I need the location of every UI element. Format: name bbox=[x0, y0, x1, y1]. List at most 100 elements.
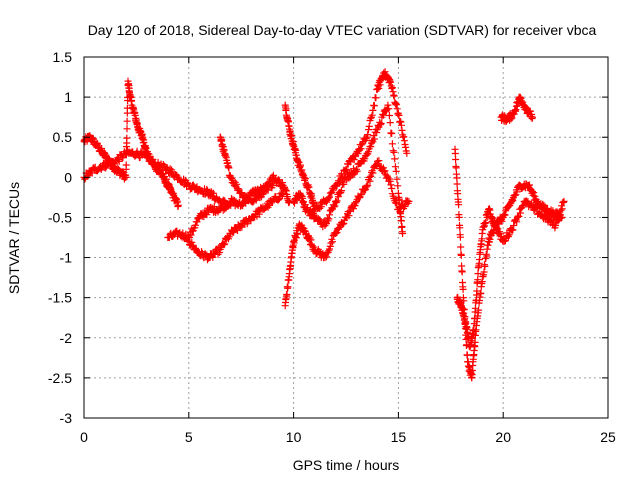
data-point bbox=[249, 198, 257, 206]
data-point bbox=[362, 183, 370, 191]
data-point bbox=[335, 193, 342, 201]
chart-title: Day 120 of 2018, Sidereal Day-to-day VTE… bbox=[88, 22, 597, 38]
data-point bbox=[357, 145, 365, 153]
data-point bbox=[174, 201, 182, 209]
data-point bbox=[367, 143, 375, 151]
data-point bbox=[247, 217, 255, 225]
data-point bbox=[356, 194, 363, 202]
data-point bbox=[187, 231, 195, 239]
data-point bbox=[379, 111, 387, 119]
data-point bbox=[284, 283, 292, 291]
data-point bbox=[366, 177, 374, 185]
data-point bbox=[340, 219, 348, 227]
data-point bbox=[509, 197, 517, 205]
data-point bbox=[354, 150, 362, 158]
data-point bbox=[477, 289, 485, 297]
data-point bbox=[283, 291, 291, 299]
data-point bbox=[459, 285, 467, 293]
data-point bbox=[350, 156, 358, 164]
data-point bbox=[377, 120, 385, 128]
data-point bbox=[513, 218, 521, 226]
data-point bbox=[123, 117, 131, 125]
data-point bbox=[388, 130, 396, 137]
data-point bbox=[515, 212, 523, 220]
data-point bbox=[266, 201, 274, 209]
data-point bbox=[275, 176, 283, 184]
data-point bbox=[372, 94, 380, 102]
data-point bbox=[115, 157, 123, 165]
data-point bbox=[528, 200, 536, 208]
data-point bbox=[529, 113, 536, 121]
data-point bbox=[385, 112, 393, 119]
data-point bbox=[347, 158, 354, 166]
data-point bbox=[192, 221, 199, 229]
y-tick-label: -3 bbox=[60, 410, 73, 426]
data-point bbox=[339, 220, 347, 228]
data-point bbox=[221, 205, 229, 213]
y-tick-label: -1 bbox=[60, 250, 73, 266]
data-point bbox=[234, 227, 241, 234]
data-point bbox=[252, 196, 260, 204]
data-point bbox=[373, 162, 381, 170]
data-point bbox=[225, 233, 233, 241]
data-point bbox=[453, 174, 461, 182]
data-point bbox=[509, 226, 517, 234]
data-point bbox=[390, 148, 398, 156]
data-point bbox=[229, 229, 237, 236]
y-tick-label: -2.5 bbox=[48, 370, 72, 386]
data-point bbox=[88, 169, 96, 177]
y-tick-label: -1.5 bbox=[48, 290, 72, 306]
data-point bbox=[333, 197, 341, 205]
data-point bbox=[340, 180, 348, 188]
data-point bbox=[364, 182, 372, 190]
data-point bbox=[349, 171, 357, 179]
data-point bbox=[381, 167, 389, 175]
series-arc7 bbox=[281, 157, 413, 310]
data-point bbox=[221, 240, 229, 248]
data-point bbox=[163, 164, 171, 172]
x-tick-label: 20 bbox=[495, 429, 511, 445]
data-point bbox=[323, 253, 330, 261]
data-point bbox=[530, 189, 538, 197]
data-point bbox=[403, 149, 411, 157]
data-point bbox=[356, 146, 363, 154]
data-point bbox=[395, 111, 403, 119]
data-point bbox=[329, 186, 337, 194]
series-arc10 bbox=[453, 197, 568, 351]
data-point bbox=[386, 177, 394, 185]
data-point bbox=[338, 187, 345, 195]
y-tick-label: -0.5 bbox=[48, 209, 72, 225]
data-point bbox=[361, 155, 369, 163]
data-point bbox=[294, 230, 302, 238]
data-point bbox=[327, 239, 335, 247]
data-point bbox=[375, 84, 383, 92]
y-tick-label: 0 bbox=[64, 169, 72, 185]
data-point bbox=[345, 174, 353, 182]
data-point bbox=[350, 205, 357, 213]
data-point bbox=[370, 135, 378, 143]
data-point bbox=[474, 270, 482, 278]
data-point bbox=[380, 168, 388, 175]
series-arc5 bbox=[216, 133, 293, 207]
y-tick-label: 1 bbox=[64, 89, 72, 105]
data-point bbox=[331, 202, 339, 210]
data-point bbox=[165, 170, 173, 177]
data-point bbox=[255, 210, 263, 218]
data-point bbox=[330, 203, 338, 211]
data-point bbox=[238, 223, 246, 231]
data-point bbox=[210, 189, 217, 197]
data-point bbox=[399, 230, 407, 237]
data-layer bbox=[80, 68, 568, 382]
y-tick-label: -2 bbox=[60, 330, 73, 346]
data-point bbox=[483, 252, 491, 260]
data-point bbox=[360, 187, 368, 194]
y-tick-label: 0.5 bbox=[53, 129, 73, 145]
data-point bbox=[471, 314, 479, 322]
data-point bbox=[473, 287, 481, 295]
data-point bbox=[333, 229, 341, 236]
data-point bbox=[203, 211, 211, 219]
data-point bbox=[455, 201, 463, 209]
data-point bbox=[332, 230, 339, 237]
data-point bbox=[192, 244, 199, 252]
